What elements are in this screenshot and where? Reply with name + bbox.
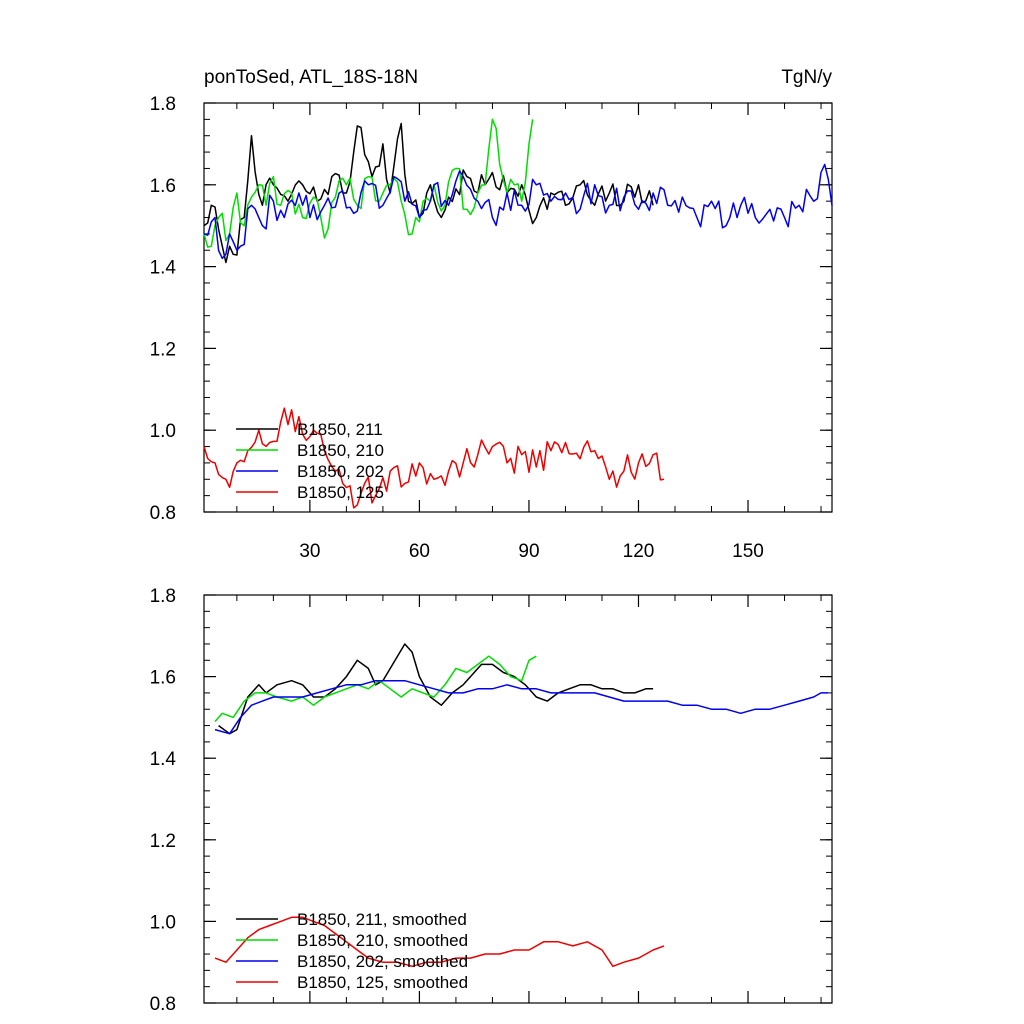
y-tick-label: 1.6 [150, 176, 176, 197]
legend-label-2: B1850, 210, smoothed [297, 931, 468, 950]
y-tick-label: 0.8 [150, 994, 176, 1015]
plot-frame [203, 102, 833, 513]
legend-label-2: B1850, 210 [297, 441, 384, 460]
x-tick-label: 60 [409, 541, 430, 562]
chart-title: ponToSed, ATL_18S-18N [204, 67, 418, 88]
legend-label-3: B1850, 202 [297, 462, 384, 481]
chart-panel-2: 0.8 1.0 1.2 1.4 1.6 1.8 B1850, 211, smoothed B1… [150, 586, 833, 1015]
y-tick-label: 1.8 [150, 94, 176, 115]
series-line-3 [214, 679, 829, 735]
legend-label-3: B1850, 202, smoothed [297, 952, 468, 971]
series-line-3 [203, 163, 833, 260]
x-tick-label: 30 [299, 541, 320, 562]
y-tick-label: 1.0 [150, 421, 176, 442]
legend-label-1: B1850, 211, smoothed [297, 910, 467, 929]
series-line-4 [203, 407, 665, 509]
legend-label-4: B1850, 125, smoothed [297, 973, 468, 992]
series-line-1 [203, 122, 654, 264]
x-tick-label: 150 [732, 541, 764, 562]
y-tick-label: 1.6 [150, 668, 176, 689]
y-tick-label: 1.0 [150, 912, 176, 933]
legend-label-1: B1850, 211 [297, 420, 383, 439]
legend-label-4: B1850, 125 [297, 483, 384, 502]
y-tick-label: 1.8 [150, 586, 176, 607]
y-tick-label: 1.2 [150, 339, 176, 360]
y-tick-label: 0.8 [150, 503, 176, 524]
x-tick-label: 90 [518, 541, 539, 562]
series-line-1 [218, 643, 654, 735]
chart-panel-1: ponToSed, ATL_18S-18N TgN/y 0.8 1.0 1.2 1.4 1.… [150, 67, 833, 562]
y-tick-label: 1.4 [150, 749, 177, 770]
series-line-4 [214, 916, 665, 968]
chart-units: TgN/y [781, 67, 832, 88]
y-tick-label: 1.2 [150, 831, 176, 852]
series-line-2 [203, 118, 534, 248]
y-tick-label: 1.4 [150, 258, 177, 279]
plot-frame [203, 594, 833, 1004]
x-tick-label: 120 [623, 541, 655, 562]
